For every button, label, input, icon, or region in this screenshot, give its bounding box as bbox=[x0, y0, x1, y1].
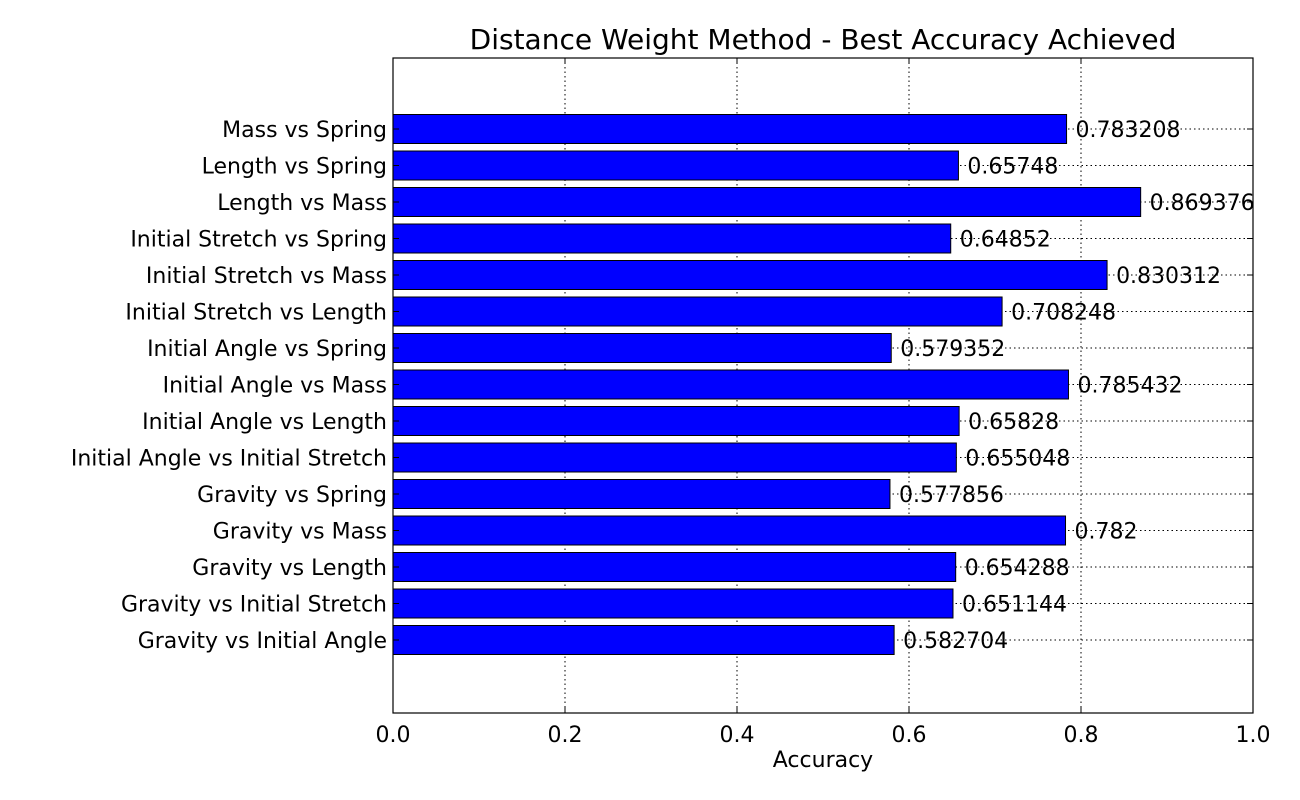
x-tick-label: 0.2 bbox=[548, 723, 583, 748]
bar bbox=[392, 369, 1069, 400]
x-tick-label: 0.8 bbox=[1064, 723, 1099, 748]
x-tick-label: 1.0 bbox=[1236, 723, 1271, 748]
category-label: Length vs Spring bbox=[202, 155, 387, 180]
category-label: Gravity vs Length bbox=[192, 556, 387, 581]
value-label: 0.708248 bbox=[1011, 301, 1116, 326]
value-labels: 0.7832080.657480.8693760.648520.8303120.… bbox=[899, 118, 1255, 654]
bar bbox=[392, 296, 1003, 327]
category-label: Initial Angle vs Initial Stretch bbox=[71, 447, 387, 472]
value-label: 0.655048 bbox=[965, 447, 1070, 472]
x-tick-label: 0.4 bbox=[720, 723, 755, 748]
category-label: Gravity vs Spring bbox=[197, 483, 387, 508]
bar bbox=[392, 223, 952, 254]
axis-ticks bbox=[392, 58, 1254, 713]
chart-title: Distance Weight Method - Best Accuracy A… bbox=[470, 23, 1177, 56]
category-label: Gravity vs Mass bbox=[213, 520, 387, 545]
bar bbox=[392, 114, 1068, 144]
category-label: Initial Angle vs Mass bbox=[163, 374, 387, 399]
value-label: 0.582704 bbox=[903, 629, 1008, 654]
category-label: Initial Stretch vs Length bbox=[125, 301, 387, 326]
bar bbox=[392, 442, 957, 473]
bar bbox=[392, 479, 891, 509]
value-label: 0.577856 bbox=[899, 483, 1004, 508]
value-label: 0.579352 bbox=[900, 337, 1005, 362]
value-label: 0.869376 bbox=[1150, 191, 1255, 216]
x-tick-label: 0.6 bbox=[892, 723, 927, 748]
bar bbox=[392, 187, 1142, 217]
category-label: Initial Angle vs Spring bbox=[147, 337, 387, 362]
bar bbox=[392, 625, 895, 655]
bar bbox=[392, 588, 954, 619]
value-label: 0.830312 bbox=[1116, 264, 1221, 289]
value-label: 0.654288 bbox=[965, 556, 1070, 581]
category-label: Initial Stretch vs Spring bbox=[130, 228, 387, 253]
category-label: Gravity vs Initial Stretch bbox=[121, 593, 387, 618]
value-label: 0.785432 bbox=[1077, 374, 1182, 399]
x-tick-labels: 0.0 0.2 0.4 0.6 0.8 1.0 bbox=[376, 723, 1271, 748]
bar bbox=[392, 333, 892, 363]
x-tick-label: 0.0 bbox=[376, 723, 411, 748]
category-label: Gravity vs Initial Angle bbox=[138, 629, 387, 654]
bar bbox=[392, 515, 1067, 546]
x-axis-label: Accuracy bbox=[773, 748, 873, 773]
bar bbox=[392, 260, 1108, 290]
value-label: 0.65828 bbox=[968, 410, 1059, 435]
value-label: 0.64852 bbox=[960, 228, 1051, 253]
bar bbox=[392, 406, 960, 436]
value-label: 0.782 bbox=[1075, 520, 1138, 545]
grid-lines bbox=[393, 58, 1253, 713]
value-label: 0.783208 bbox=[1076, 118, 1181, 143]
bar bbox=[392, 552, 957, 582]
value-label: 0.65748 bbox=[967, 155, 1058, 180]
value-label: 0.651144 bbox=[962, 593, 1067, 618]
category-label: Initial Angle vs Length bbox=[142, 410, 387, 435]
category-label: Length vs Mass bbox=[217, 191, 387, 216]
category-label: Initial Stretch vs Mass bbox=[146, 264, 387, 289]
bar bbox=[392, 150, 959, 181]
category-labels: Mass vs Spring Length vs Spring Length vs … bbox=[71, 118, 387, 654]
plot-frame bbox=[392, 57, 1254, 714]
bars bbox=[392, 114, 1142, 655]
category-label: Mass vs Spring bbox=[222, 118, 387, 143]
